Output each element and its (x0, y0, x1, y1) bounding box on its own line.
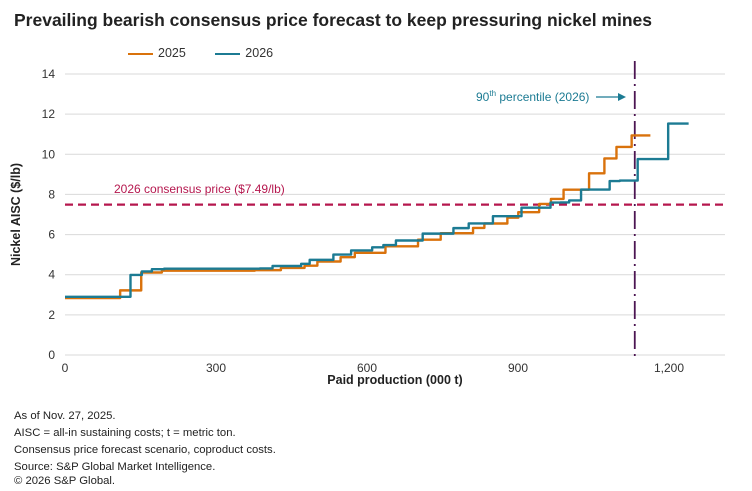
svg-text:2: 2 (48, 308, 55, 322)
svg-text:Paid production (000 t): Paid production (000 t) (327, 373, 462, 387)
svg-text:12: 12 (42, 107, 56, 121)
svg-text:10: 10 (42, 147, 56, 161)
svg-text:6: 6 (48, 228, 55, 242)
svg-text:1,200: 1,200 (654, 361, 684, 375)
svg-text:4: 4 (48, 268, 55, 282)
svg-text:14: 14 (42, 67, 56, 81)
svg-text:0: 0 (62, 361, 69, 375)
svg-text:Nickel AISC ($/lb): Nickel AISC ($/lb) (9, 163, 23, 266)
svg-text:0: 0 (48, 348, 55, 362)
svg-text:900: 900 (508, 361, 528, 375)
svg-text:300: 300 (206, 361, 226, 375)
svg-text:8: 8 (48, 187, 55, 201)
